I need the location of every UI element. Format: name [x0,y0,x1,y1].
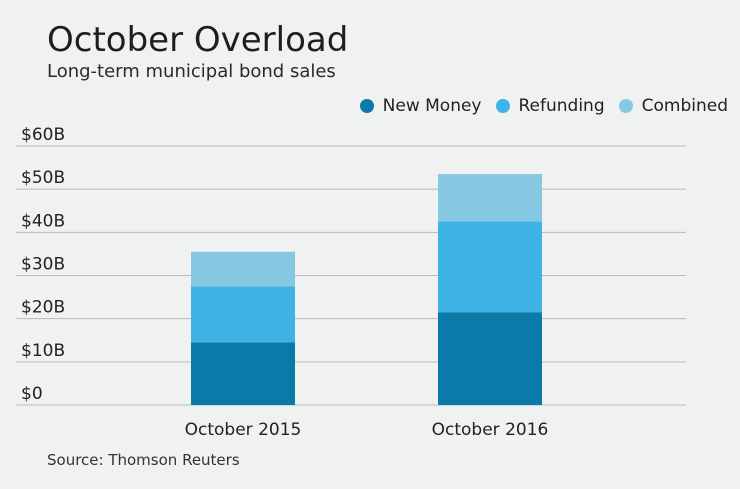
y-tick-label: $60B [21,125,65,145]
y-tick-label: $20B [21,298,65,318]
chart-title: October Overload [47,20,349,60]
y-tick-label: $0 [21,384,43,404]
legend-item-combined: Combined [618,96,728,116]
chart-subtitle: Long-term municipal bond sales [47,61,336,82]
bar-new-money [438,312,542,405]
legend: New Money Refunding Combined [359,96,728,116]
bar-new-money [191,342,295,405]
bar-refunding [438,221,542,313]
bar-refunding [191,286,295,343]
legend-swatch-combined [618,99,633,113]
source-note: Source: Thomson Reuters [47,451,240,469]
y-tick-label: $50B [21,168,65,188]
y-tick-label: $30B [21,255,65,275]
bar-combined [438,174,542,222]
legend-label-new-money: New Money [382,96,482,116]
legend-item-new-money: New Money [359,96,482,116]
legend-swatch-new-money [359,99,374,113]
legend-label-refunding: Refunding [518,96,605,116]
y-tick-label: $40B [21,211,65,231]
x-tick-label: October 2016 [432,420,549,440]
legend-swatch-refunding [495,99,510,113]
y-tick-label: $10B [21,341,65,361]
legend-label-combined: Combined [641,96,728,116]
bar-combined [191,251,295,287]
x-tick-label: October 2015 [185,420,302,440]
legend-item-refunding: Refunding [495,96,605,116]
